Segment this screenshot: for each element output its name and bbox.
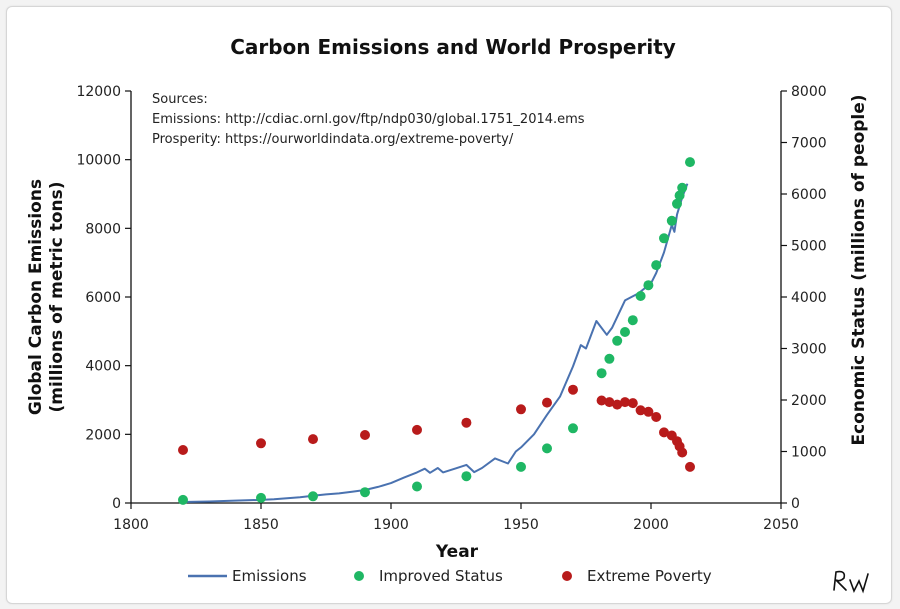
- y-right-tick-label: 7000: [791, 136, 827, 152]
- extreme-poverty-point: [659, 427, 669, 438]
- improved-status-point: [360, 487, 370, 498]
- extreme-poverty-point: [412, 424, 422, 435]
- sources-prosperity: Prosperity: https://ourworldindata.org/e…: [152, 132, 514, 147]
- y-left-tick-label: 2000: [85, 427, 121, 443]
- extreme-poverty-point: [360, 430, 370, 440]
- legend: Emissions Improved Status Extreme Povert…: [188, 567, 712, 585]
- improved-status-point: [256, 492, 266, 503]
- extreme-poverty-point: [604, 397, 615, 408]
- ticks-layer: 1800 1850 1900 1950 2000 2050 0 2000 4000 6000 800…: [76, 84, 826, 533]
- improved-status-point: [666, 215, 677, 226]
- x-axis-title: Year: [435, 542, 479, 562]
- improved-status-point: [627, 315, 638, 326]
- extreme-poverty-point: [612, 399, 623, 410]
- extreme-poverty-point: [308, 434, 318, 445]
- y-right-tick-label: 5000: [791, 239, 827, 255]
- improved-status-point: [635, 291, 646, 301]
- improved-status-point: [604, 353, 615, 364]
- y-left-axis-title-line2: (millions of metric tons): [47, 182, 67, 413]
- extreme-poverty-point: [596, 395, 607, 406]
- y-right-tick-label: 4000: [791, 290, 827, 306]
- legend-poverty-label: Extreme Poverty: [587, 567, 712, 585]
- extreme-poverty-point: [620, 397, 630, 408]
- y-right-tick-label: 3000: [791, 342, 827, 358]
- y-left-tick-label: 12000: [76, 84, 121, 100]
- sources-label: Sources:: [152, 92, 208, 107]
- chart-card: [6, 6, 892, 604]
- extreme-poverty-point: [635, 405, 646, 416]
- y-left-tick-label: 8000: [85, 221, 121, 237]
- series-layer: [178, 157, 695, 505]
- extreme-poverty-point: [516, 404, 526, 415]
- y-right-tick-label: 8000: [791, 84, 827, 100]
- signature-mark: [833, 570, 869, 594]
- y-left-tick-label: 0: [112, 496, 121, 512]
- improved-status-point: [620, 327, 630, 337]
- x-tick-label: 1850: [243, 517, 279, 533]
- improved-status-point: [542, 443, 552, 454]
- x-tick-label: 2000: [633, 517, 669, 533]
- improved-status-point: [516, 461, 526, 472]
- improved-status-point: [596, 368, 607, 379]
- legend-poverty-swatch: [562, 571, 572, 581]
- x-tick-label: 1900: [373, 517, 409, 533]
- improved-status-point: [461, 471, 472, 482]
- improved-status-point: [672, 198, 682, 209]
- y-left-tick-label: 4000: [85, 359, 121, 375]
- improved-status-point: [685, 157, 695, 168]
- chart-title: Carbon Emissions and World Prosperity: [230, 35, 676, 59]
- legend-improved-label: Improved Status: [379, 567, 503, 585]
- x-tick-label: 1800: [113, 517, 149, 533]
- extreme-poverty-point: [256, 438, 266, 449]
- improved-status-point: [412, 481, 422, 492]
- improved-status-point: [612, 335, 623, 346]
- sources-emissions: Emissions: http://cdiac.ornl.gov/ftp/ndp…: [152, 112, 585, 127]
- improved-status-point: [568, 423, 578, 434]
- improved-status-point: [677, 182, 688, 193]
- extreme-poverty-point: [685, 461, 695, 472]
- y-right-tick-label: 1000: [791, 445, 827, 461]
- y-left-tick-label: 10000: [76, 153, 121, 169]
- y-right-tick-label: 6000: [791, 187, 827, 203]
- improved-status-point: [178, 494, 188, 505]
- legend-emissions-label: Emissions: [232, 567, 307, 585]
- x-tick-label: 1950: [503, 517, 539, 533]
- extreme-poverty-point: [627, 398, 638, 409]
- improved-status-point: [308, 491, 318, 502]
- extreme-poverty-point: [643, 406, 654, 417]
- improved-status-point: [674, 190, 685, 201]
- extreme-poverty-point: [677, 447, 688, 458]
- improved-status-point: [643, 280, 654, 291]
- extreme-poverty-point: [542, 397, 552, 408]
- extreme-poverty-point: [651, 412, 662, 422]
- y-left-axis-title-line1: Global Carbon Emissions: [26, 179, 46, 415]
- extreme-poverty-point: [461, 417, 472, 428]
- extreme-poverty-point: [178, 445, 188, 455]
- legend-improved-swatch: [354, 571, 364, 581]
- improved-status-point: [659, 233, 669, 244]
- emissions-line: [182, 183, 689, 503]
- y-right-tick-label: 0: [791, 496, 800, 512]
- x-tick-label: 2050: [763, 517, 799, 533]
- y-right-tick-label: 2000: [791, 393, 827, 409]
- extreme-poverty-point: [568, 384, 578, 395]
- y-right-axis-title: Economic Status (millions of people): [849, 94, 869, 445]
- improved-status-point: [651, 260, 662, 271]
- y-left-tick-label: 6000: [85, 290, 121, 306]
